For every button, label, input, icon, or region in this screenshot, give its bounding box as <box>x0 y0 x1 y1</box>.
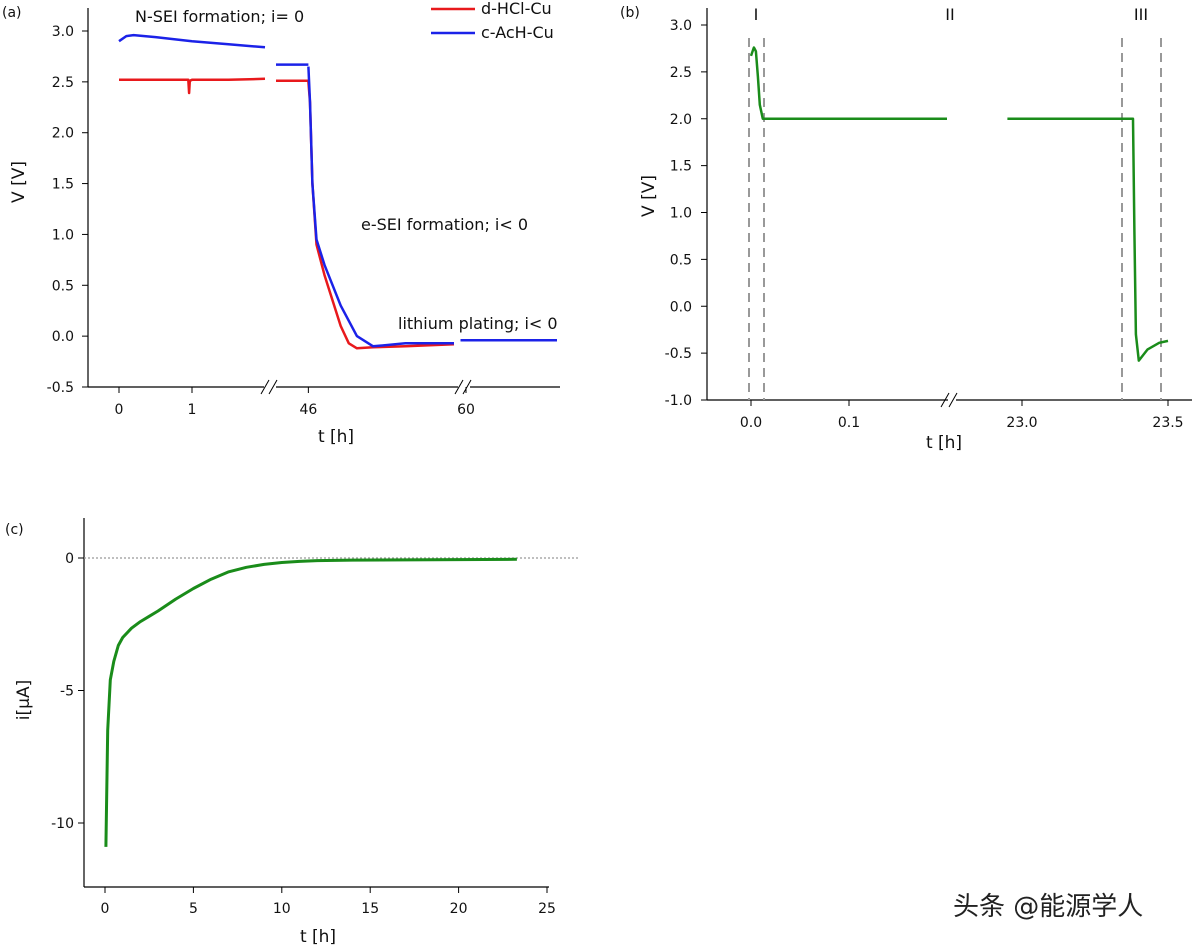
panel-a-x-tick-label: 1 <box>188 402 197 418</box>
annotation-n-sei: N-SEI formation; i= 0 <box>135 7 304 26</box>
panel-b-y-tick-label: 2.5 <box>670 65 692 81</box>
panel-b-y-tick-label: 3.0 <box>670 18 692 34</box>
panel-b-y-tick-label: 0.5 <box>670 252 692 268</box>
panel-a-y-title: V [V] <box>9 161 29 203</box>
panel-b: (b) -1.0 -0.5 0.0 0.5 1.0 1.5 2.0 2.5 3.0 0.0 0.1… <box>620 5 1192 453</box>
panel-b-x-title: t [h] <box>926 433 962 453</box>
region-label-i: I <box>754 5 759 24</box>
panel-b-y-title: V [V] <box>639 175 659 217</box>
panel-b-y-tick-label: 2.0 <box>670 112 692 128</box>
panel-b-y-tick-label: 0.0 <box>670 299 692 315</box>
panel-c-x-title: t [h] <box>300 927 336 947</box>
panel-b-y-tick-label: -0.5 <box>665 346 692 362</box>
panel-c-label: (c) <box>5 522 24 538</box>
panel-c-y-tick-label: -10 <box>51 816 74 832</box>
series-line-d-hcl-cu <box>119 77 266 95</box>
panel-a-y-tick-label: 3.0 <box>52 24 74 40</box>
panel-c-x-tick-label: 15 <box>361 901 379 917</box>
panel-a-x-tick-label: 46 <box>299 402 317 418</box>
panel-a-y-tick-label: -0.5 <box>47 380 74 396</box>
panel-a-y-tick-label: 1.0 <box>52 227 74 243</box>
series-line-voltage <box>749 46 947 121</box>
series-line-voltage <box>1007 117 1169 362</box>
panel-c-x-tick-label: 20 <box>450 901 468 917</box>
panel-b-region-dividers <box>748 38 1162 400</box>
panel-b-y-tick-label: 1.0 <box>670 206 692 222</box>
panel-b-y-tick-label: -1.0 <box>665 393 692 409</box>
series-line-current <box>104 557 517 847</box>
panel-a-y-tick-label: 0.0 <box>52 329 74 345</box>
panel-b-y-tick-label: 1.5 <box>670 159 692 175</box>
panel-a-x-tick-label: 60 <box>457 402 475 418</box>
legend-label-c-ach-cu: c-AcH-Cu <box>481 23 554 42</box>
panel-c: (c) 0 -5 -10 0 5 10 15 20 25 t [h] i[μA] <box>5 518 580 947</box>
panel-a-axis-break-1 <box>260 379 278 395</box>
panel-a-x-title: t [h] <box>318 427 354 447</box>
panel-c-x-tick-label: 25 <box>538 901 556 917</box>
panel-a-x-tick-label: 0 <box>115 402 124 418</box>
panel-a-axis-break-2 <box>454 379 472 395</box>
panel-a-label: (a) <box>2 5 22 21</box>
watermark: 头条 @能源学人 <box>953 892 1143 922</box>
panel-b-x-tick-label: 0.1 <box>838 415 860 431</box>
panel-b-x-tick-label: 23.5 <box>1152 415 1183 431</box>
panel-a-y-tick-label: 2.5 <box>52 75 74 91</box>
panel-c-x-tick-label: 0 <box>101 901 110 917</box>
panel-b-label: (b) <box>620 5 640 21</box>
panel-b-axis-break <box>940 392 958 408</box>
panel-c-y-tick-label: -5 <box>60 684 74 700</box>
panel-a-y-tick-label: 1.5 <box>52 177 74 193</box>
panel-a-y-tick-label: 0.5 <box>52 278 74 294</box>
panel-a-y-tick-label: 2.0 <box>52 126 74 142</box>
panel-c-x-tick-label: 10 <box>273 901 291 917</box>
panel-c-x-tick-label: 5 <box>189 901 198 917</box>
panel-a-legend: d-HCl-Cu c-AcH-Cu <box>431 0 554 42</box>
panel-b-x-tick-label: 23.0 <box>1006 415 1037 431</box>
region-label-ii: II <box>945 5 954 24</box>
panel-c-y-tick-label: 0 <box>65 551 74 567</box>
annotation-lithium-plating: lithium plating; i< 0 <box>398 314 558 333</box>
panel-a: (a) -0.5 0.0 0.5 1.0 1.5 2.0 2.5 3.0 0 1 46 60 t [… <box>2 0 560 447</box>
panel-b-x-tick-label: 0.0 <box>740 415 762 431</box>
annotation-e-sei: e-SEI formation; i< 0 <box>361 215 528 234</box>
series-line-c-ach-cu <box>118 33 266 49</box>
panel-c-y-title: i[μA] <box>14 680 34 720</box>
series-line-c-ach-cu <box>307 66 454 348</box>
region-label-iii: III <box>1134 5 1148 24</box>
legend-label-d-hcl-cu: d-HCl-Cu <box>481 0 552 18</box>
